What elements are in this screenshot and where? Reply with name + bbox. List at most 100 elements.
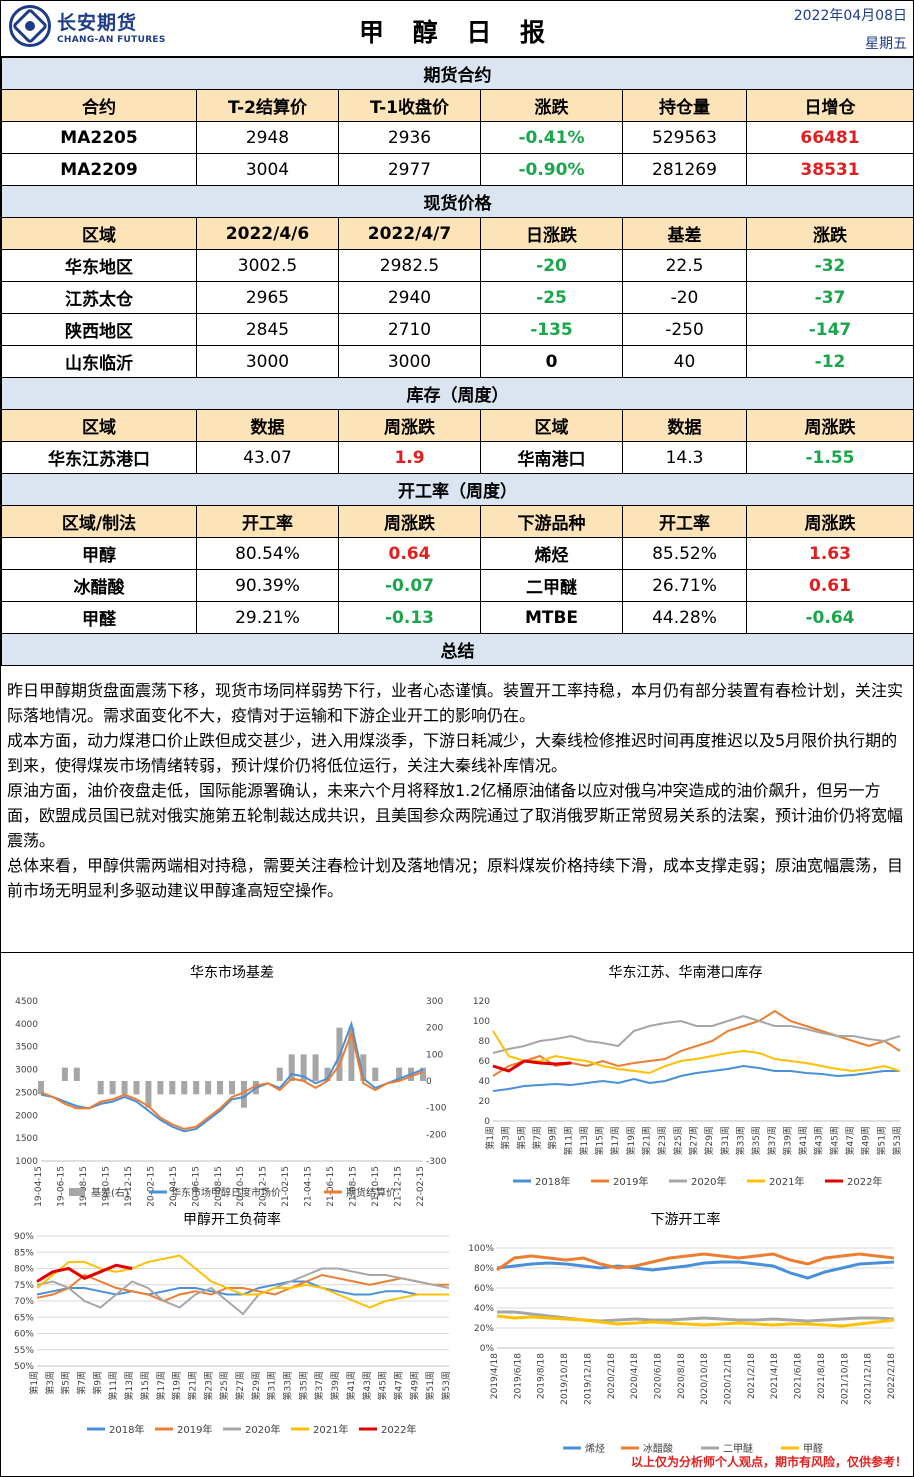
column-header: 开工率 [196,505,339,538]
downstream-rate-chart: 下游开工率 100% 80% 60% 40% 20% 0%2019/4/18 2019/6/1… [468,1211,897,1455]
basis-bar [300,1054,307,1081]
column-header: 区域 [1,217,197,250]
x-tick-label: 第1周 [28,1371,40,1395]
basis-bar [133,1081,140,1095]
table-cell: 0.61 [746,569,914,602]
x-tick-label: 第33周 [734,1126,746,1155]
y2-tick-label: -300 [426,1157,447,1167]
column-header: 基差 [622,217,747,250]
x-tick-label: 第29周 [250,1371,262,1400]
table-cell: -1.55 [746,441,914,474]
basis-bar [61,1067,68,1081]
x-tick-label: 2021/6/18 [794,1353,804,1399]
table-cell: 2948 [196,121,339,154]
table-cell: -250 [622,313,747,346]
x-tick-label: 第27周 [234,1371,246,1400]
table-cell: -135 [480,313,623,346]
x-tick-label: 第3周 [44,1371,56,1395]
chart-title: 华东市场基差 [190,964,274,981]
report-date: 2022年04月08日 [793,8,907,24]
legend-label: 2018年 [109,1423,144,1436]
y-tick-label: 90% [14,1232,34,1242]
table-cell: 2977 [338,153,481,186]
x-tick-label: 2020-06-15 [191,1166,201,1206]
section-title: 总结 [1,633,914,666]
legend-label: 2019年 [177,1423,212,1436]
series-line [492,1014,901,1054]
y2-tick-label: 200 [426,1024,443,1034]
y-tick-label: 2000 [15,1111,38,1121]
x-tick-label: 第15周 [139,1371,151,1400]
x-tick-label: 2019/12/18 [583,1353,593,1405]
table-cell: 14.3 [622,441,747,474]
table-row: 区域/制法 开工率 周涨跌 下游品种 开工率 周涨跌 [1,505,914,538]
legend-label: 2021年 [769,1175,804,1188]
legend-label: 2018年 [535,1175,570,1188]
table-cell: 26.71% [622,569,747,602]
table-row: 总结 [1,633,914,666]
y-tick-label: 0 [484,1117,490,1127]
table-cell: MA2205 [1,121,197,154]
series-line [492,1030,901,1075]
x-tick-label: 第31周 [719,1126,731,1155]
basis-bar [420,1067,426,1081]
table-cell: -0.41% [480,121,623,154]
table-cell: 0.64 [338,537,481,570]
table-cell: -147 [746,313,914,346]
y-tick-label: 120 [473,997,490,1007]
legend-label: 甲醛 [803,1442,823,1455]
table-row: MA2209 3004 2977 -0.90% 281269 38531 [1,153,914,186]
table-cell: 1.9 [338,441,481,474]
basis-bar [324,1067,331,1081]
table-row: 期货合约 [1,57,914,90]
table-cell: 华东江苏港口 [1,441,197,474]
x-tick-label: 2021-04-15 [304,1166,314,1206]
table-row: 现货价格 [1,185,914,218]
column-header: 下游品种 [480,505,623,538]
legend-label: 2021年 [313,1423,348,1436]
table-cell: 烯烃 [480,537,623,570]
y-tick-label: 3000 [15,1066,38,1076]
column-header: 日增仓 [746,89,914,122]
section-title: 期货合约 [1,57,914,90]
y2-tick-label: 300 [426,997,443,1007]
x-tick-label: 2019/10/18 [560,1353,570,1405]
x-tick-label: 第19周 [625,1126,637,1155]
x-tick-label: 2019/8/18 [537,1353,547,1399]
table-cell: 0 [480,345,623,378]
y-tick-label: 85% [14,1248,34,1258]
x-tick-label: 2021/4/18 [770,1353,780,1399]
table-row: 华东地区 3002.5 2982.5 -20 22.5 -32 [1,249,914,282]
table-cell: 44.28% [622,601,747,634]
column-header: 区域 [480,409,623,442]
column-header: 周涨跌 [746,409,914,442]
table-cell: 66481 [746,121,914,154]
table-cell: 2965 [196,281,339,314]
x-tick-label: 第49周 [860,1126,872,1155]
y-tick-label: 55% [14,1346,34,1356]
x-tick-label: 2019-12-15 [124,1166,134,1206]
table-cell: 43.07 [196,441,339,474]
basis-bar [229,1081,235,1095]
x-tick-label: 第51周 [424,1371,436,1400]
summary-paragraph: 原油方面，油价夜盘走低，国际能源署确认，未来六个月将释放1.2亿桶原油储备以应对… [7,781,904,850]
table-cell: 2982.5 [338,249,481,282]
column-header: 数据 [622,409,747,442]
table-cell: 二甲醚 [480,569,623,602]
x-tick-label: 2020-10-15 [236,1166,246,1206]
table-row: 区域 2022/4/6 2022/4/7 日涨跌 基差 涨跌 [1,217,914,250]
table-cell: -0.13 [338,601,481,634]
series-line [496,1260,895,1280]
x-tick-label: 2020/6/18 [653,1353,663,1399]
y-tick-label: 40 [479,1077,491,1087]
y2-tick-label: 0 [426,1077,432,1087]
basis-bar [109,1081,116,1095]
x-tick-label: 2020-02-15 [146,1166,156,1206]
y-tick-label: 70% [14,1297,34,1307]
basis-bar [312,1054,319,1081]
table-cell: -20 [480,249,623,282]
x-tick-label: 第25周 [672,1126,684,1155]
y-tick-label: 100% [468,1244,494,1254]
table-row: 库存（周度） [1,377,914,410]
column-header: T-1收盘价 [338,89,481,122]
